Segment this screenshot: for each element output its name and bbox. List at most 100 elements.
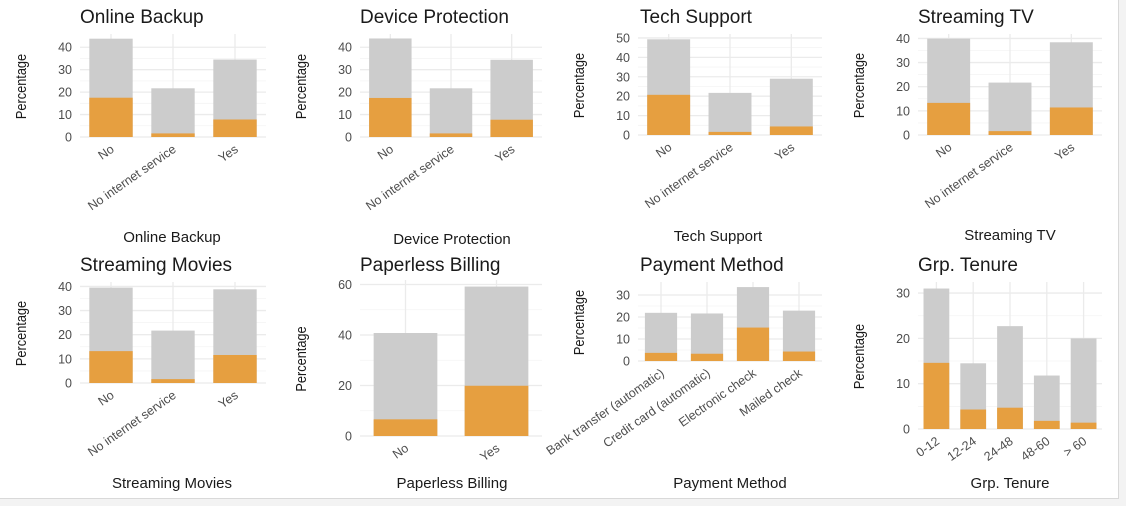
bar-churn — [89, 351, 133, 383]
bar-churn — [708, 131, 752, 135]
x-axis-label: Paperless Billing — [397, 475, 508, 492]
bar-churn — [151, 133, 195, 137]
bar-churn — [769, 126, 813, 135]
y-tick-label: 20 — [58, 86, 72, 100]
x-tick-label: Yes — [1052, 140, 1077, 163]
bar-total — [988, 82, 1032, 135]
background-strip-bottom — [0, 499, 1126, 506]
y-axis-label: Percentage — [292, 326, 309, 391]
bar-churn — [644, 352, 678, 361]
x-tick-label: No — [653, 140, 674, 161]
y-tick-label: 40 — [58, 41, 72, 55]
x-tick-label: Yes — [772, 140, 797, 163]
bar-total — [151, 88, 195, 137]
y-tick-label: 30 — [58, 304, 72, 318]
y-axis-label: Percentage — [850, 53, 867, 118]
y-tick-label: 30 — [338, 63, 352, 77]
bar-total — [1033, 375, 1060, 429]
chart-title: Tech Support — [640, 7, 753, 28]
bar-churn — [369, 97, 412, 137]
y-tick-label: 20 — [338, 379, 352, 393]
bar-churn — [997, 407, 1023, 429]
y-tick-label: 30 — [896, 56, 910, 70]
x-tick-label: 12-24 — [945, 434, 979, 464]
bar-churn — [429, 133, 473, 137]
x-axis-label: Streaming TV — [964, 227, 1055, 244]
bar-churn — [782, 351, 816, 361]
y-tick-label: 10 — [896, 104, 910, 118]
x-axis-label: Streaming Movies — [112, 475, 232, 492]
y-axis-label: Percentage — [292, 54, 309, 119]
y-tick-label: 0 — [903, 423, 910, 437]
y-tick-label: 10 — [616, 333, 630, 347]
bar-churn — [927, 102, 971, 135]
x-tick-label: No — [390, 441, 411, 462]
x-axis-label: Grp. Tenure — [971, 475, 1050, 492]
y-tick-label: 30 — [58, 63, 72, 77]
y-tick-label: 10 — [896, 377, 910, 391]
bar-churn — [1033, 420, 1060, 429]
x-axis-label: Tech Support — [674, 228, 763, 245]
y-tick-label: 40 — [338, 329, 352, 343]
y-axis-label: Percentage — [12, 301, 29, 366]
bar-churn — [690, 353, 724, 361]
bar-churn — [736, 327, 770, 361]
y-axis-label: Percentage — [12, 54, 29, 119]
chart-title: Streaming TV — [918, 7, 1034, 28]
bar-churn — [464, 385, 529, 436]
bar-total — [151, 330, 195, 383]
bar-churn — [1049, 107, 1093, 135]
y-tick-label: 20 — [616, 90, 630, 104]
x-tick-label: No — [375, 142, 396, 163]
y-tick-label: 20 — [896, 332, 910, 346]
y-tick-label: 20 — [338, 86, 352, 100]
bar-churn — [373, 419, 438, 436]
bar-churn — [213, 119, 257, 137]
y-tick-label: 50 — [616, 31, 630, 45]
x-tick-label: 0-12 — [914, 434, 943, 460]
bar-total — [1070, 338, 1097, 429]
y-tick-label: 0 — [65, 131, 72, 145]
y-tick-label: 0 — [65, 377, 72, 391]
x-axis-label: Device Protection — [393, 231, 511, 248]
bar-total — [373, 332, 438, 436]
x-tick-label: 24-48 — [981, 434, 1015, 464]
y-tick-label: 10 — [58, 108, 72, 122]
bar-total — [429, 88, 473, 137]
chart-title: Streaming Movies — [80, 255, 232, 276]
y-tick-label: 0 — [345, 131, 352, 145]
bar-churn — [1070, 422, 1097, 429]
panel-grp-tenure: 0 10 20 30 0-12 12-24 24-48 48-60 > 60 Grp. Tenur… — [850, 255, 1102, 492]
bar-churn — [490, 119, 533, 137]
panel-paperless-billing: 0 20 40 60 No Yes Paperless Billing Paperless B… — [292, 255, 542, 492]
x-axis-label: Online Backup — [123, 229, 221, 246]
chart-title: Grp. Tenure — [918, 255, 1018, 276]
bar-churn — [988, 131, 1032, 135]
y-tick-label: 30 — [896, 287, 910, 301]
x-tick-label: 48-60 — [1018, 434, 1052, 464]
y-tick-label: 0 — [623, 129, 630, 143]
y-tick-label: 20 — [58, 328, 72, 342]
y-tick-label: 40 — [896, 32, 910, 46]
y-tick-label: 10 — [338, 108, 352, 122]
bar-total — [708, 92, 752, 135]
bar-churn — [151, 379, 195, 383]
y-axis-label: Percentage — [570, 53, 587, 118]
y-tick-label: 0 — [623, 355, 630, 369]
x-tick-label: No — [96, 388, 117, 409]
y-tick-label: 0 — [903, 129, 910, 143]
chart-title: Payment Method — [640, 255, 784, 276]
y-tick-label: 10 — [58, 352, 72, 366]
y-tick-label: 30 — [616, 289, 630, 303]
y-tick-label: 40 — [58, 280, 72, 294]
x-axis-label: Payment Method — [673, 475, 786, 492]
y-tick-label: 30 — [616, 70, 630, 84]
x-tick-label: Electronic check — [676, 366, 759, 430]
bar-churn — [89, 97, 133, 137]
